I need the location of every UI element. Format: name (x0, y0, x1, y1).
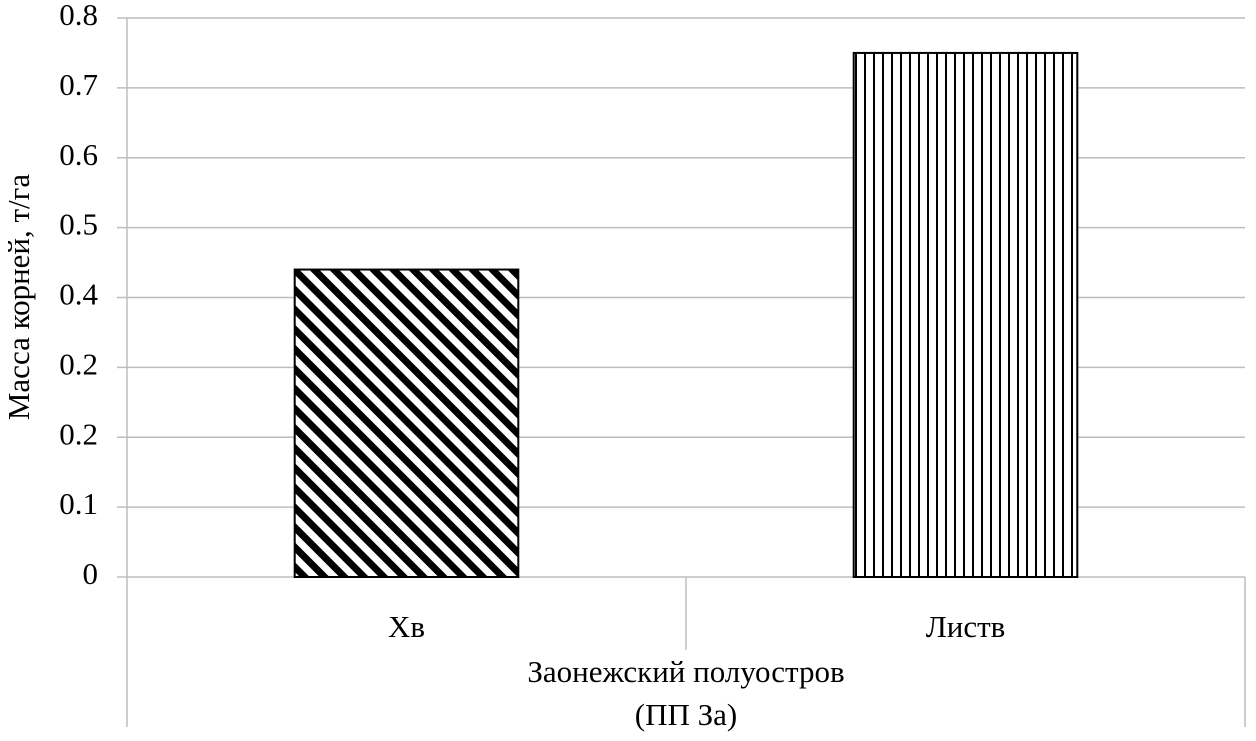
y-tick-label: 0.4 (59, 277, 98, 312)
x-tick-label: Хв (388, 609, 425, 644)
y-tick-label: 0.1 (59, 486, 98, 521)
x-group-label: Заонежский полуостров (527, 654, 844, 689)
y-tick-label: 0.2 (59, 416, 98, 451)
x-tick-label: Листв (926, 609, 1006, 644)
y-axis-title: Масса корней, т/га (1, 174, 36, 421)
y-tick-label: 0 (83, 556, 99, 591)
y-tick-label: 0.6 (59, 137, 98, 172)
bar (852, 51, 1079, 578)
y-tick-label: 0.2 (59, 346, 98, 381)
x-group-label: (ПП За) (635, 697, 737, 732)
y-tick-label: 0.7 (59, 67, 98, 102)
y-tick-label: 0.5 (59, 207, 98, 242)
bar (293, 268, 520, 578)
y-tick-label: 0.8 (59, 0, 98, 32)
